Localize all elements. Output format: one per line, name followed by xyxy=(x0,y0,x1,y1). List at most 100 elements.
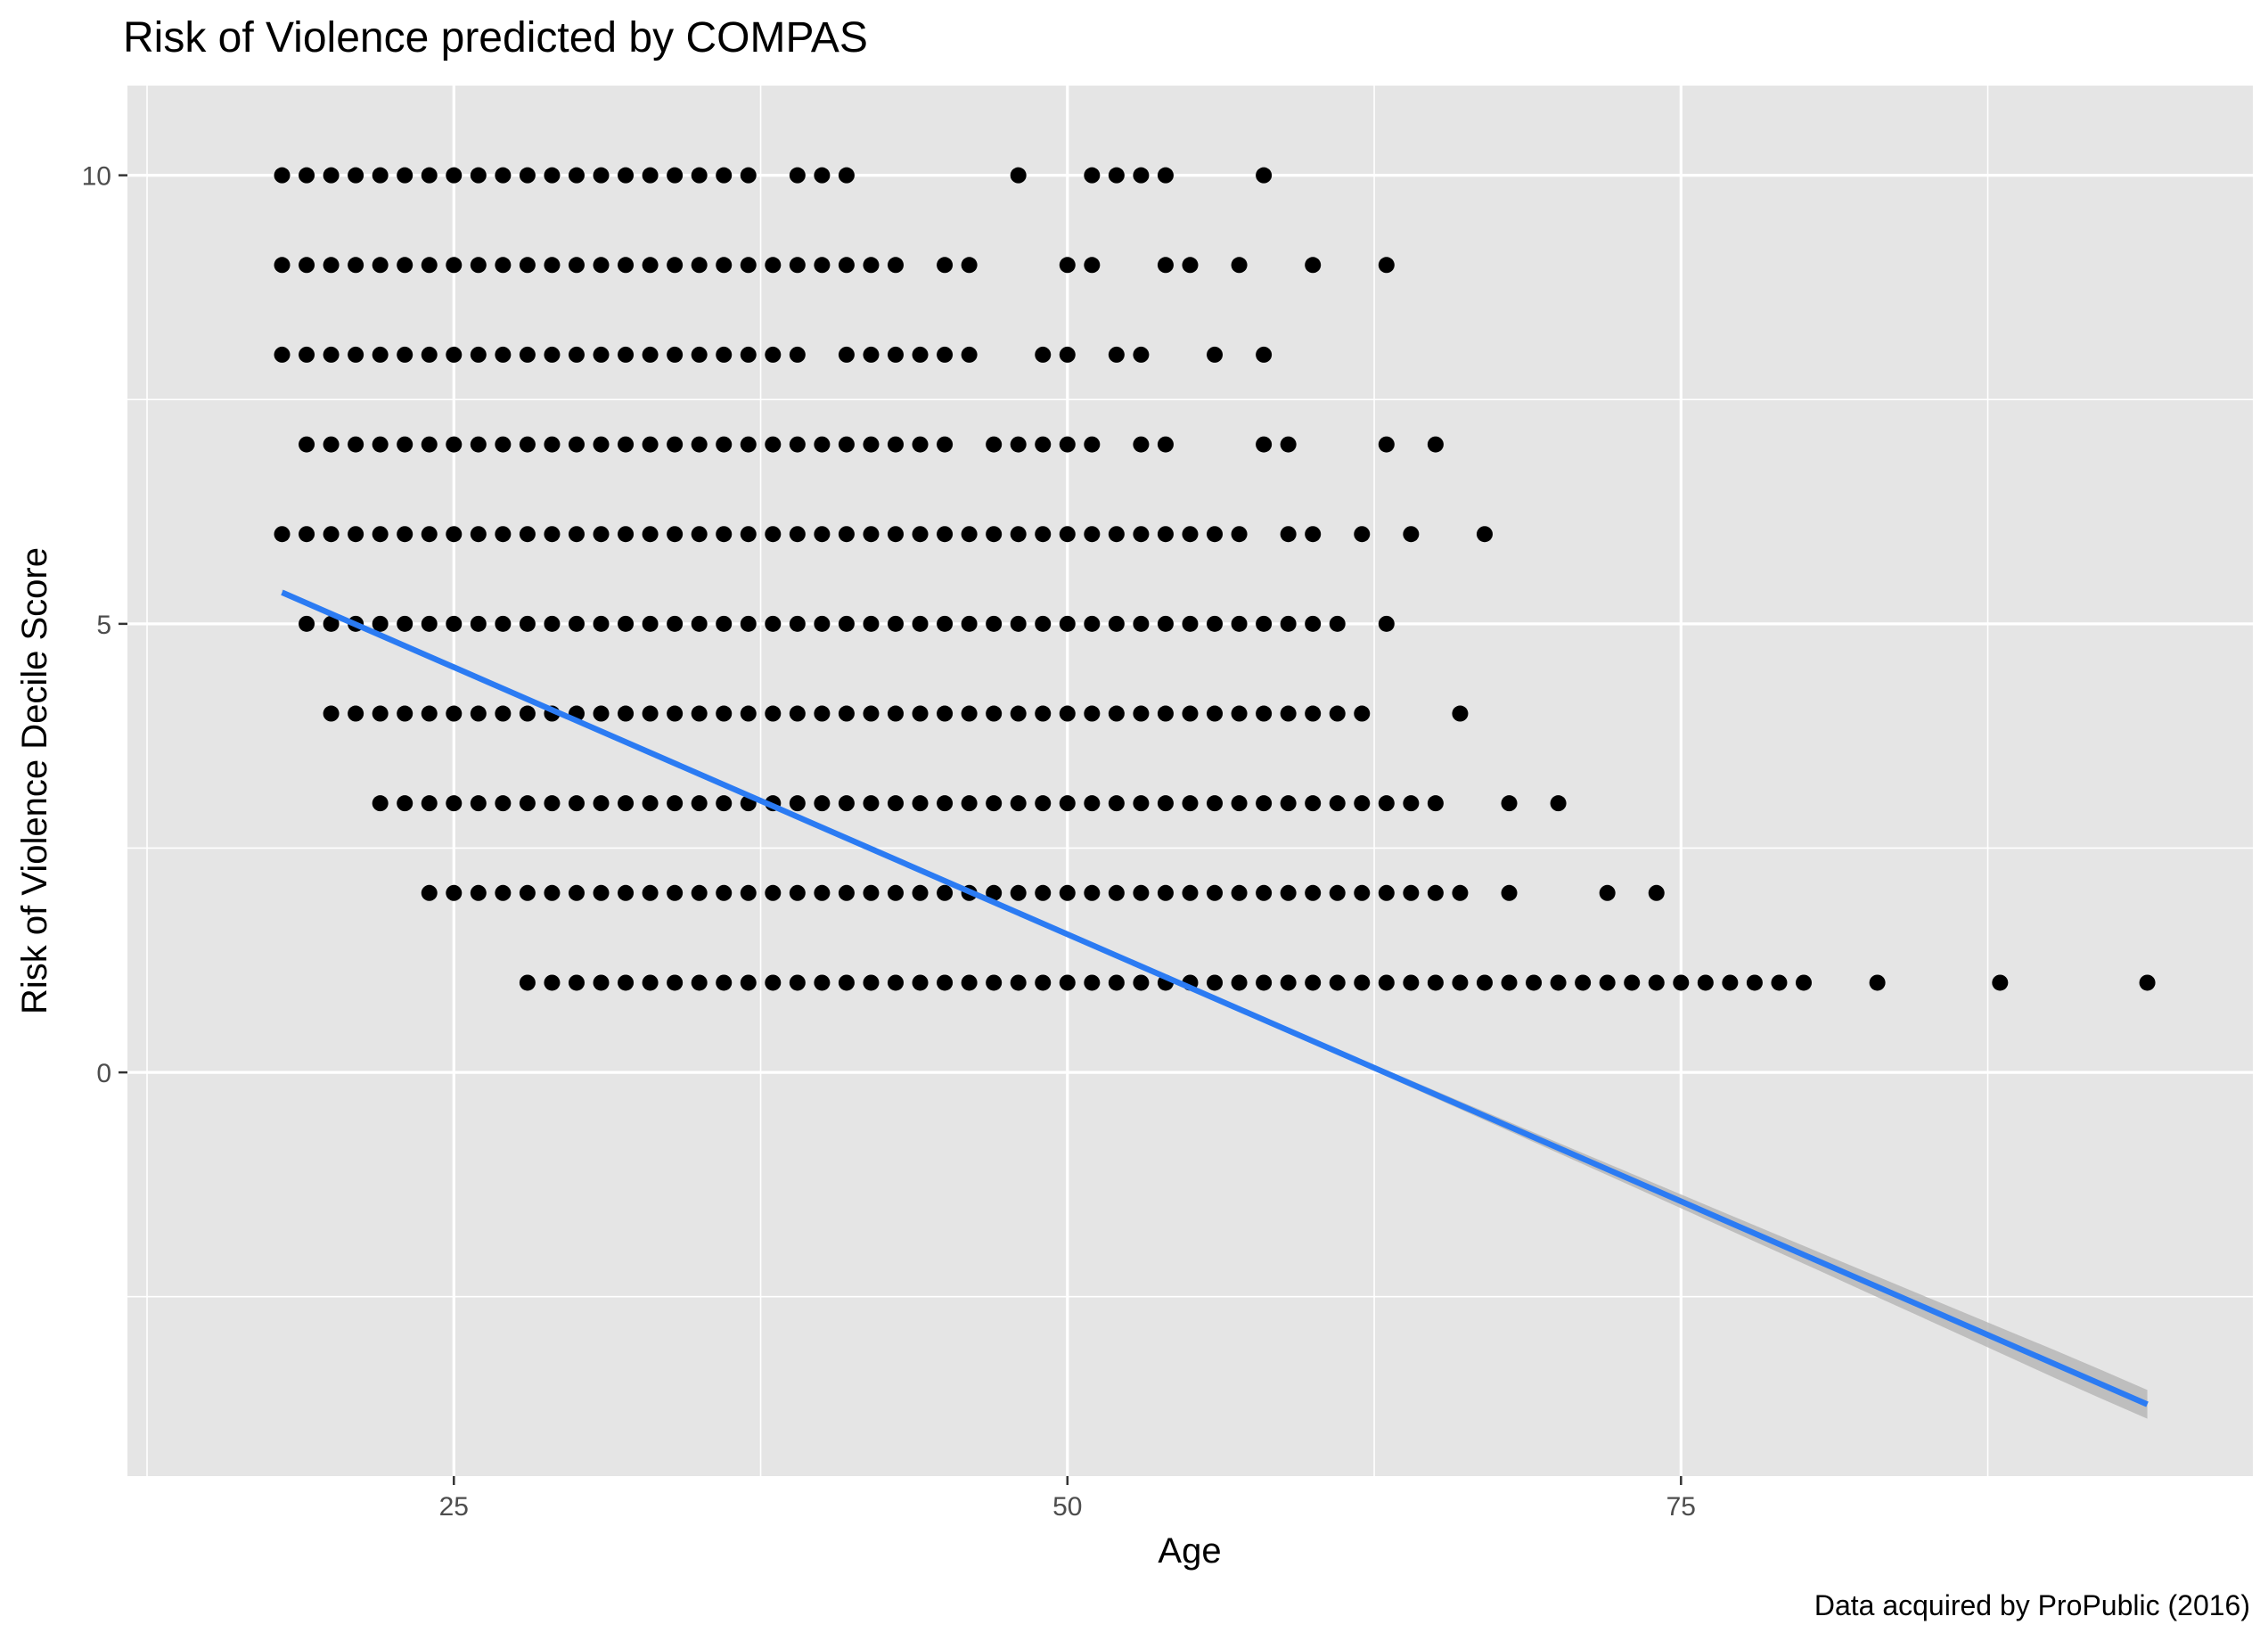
data-point xyxy=(1256,436,1273,453)
data-point xyxy=(667,705,684,722)
data-point xyxy=(544,795,561,812)
data-point xyxy=(618,615,635,632)
data-point xyxy=(814,705,831,722)
data-point xyxy=(470,346,487,363)
data-point xyxy=(1427,436,1444,453)
data-point xyxy=(691,436,708,453)
data-point xyxy=(937,705,954,722)
data-point xyxy=(618,257,635,274)
data-point xyxy=(863,974,880,991)
data-point xyxy=(1108,974,1125,991)
data-point xyxy=(519,346,536,363)
data-point xyxy=(274,526,291,543)
data-point xyxy=(1280,705,1297,722)
data-point xyxy=(716,346,733,363)
data-point xyxy=(667,257,684,274)
data-point xyxy=(519,257,536,274)
data-point xyxy=(740,705,757,722)
data-point xyxy=(568,615,585,632)
data-point xyxy=(618,346,635,363)
data-point xyxy=(1182,884,1199,901)
data-point xyxy=(1182,705,1199,722)
data-point xyxy=(1648,974,1665,991)
data-point xyxy=(1108,884,1125,901)
data-point xyxy=(593,257,610,274)
data-point xyxy=(1108,526,1125,543)
data-point xyxy=(348,257,364,274)
data-point xyxy=(446,526,463,543)
data-point xyxy=(1526,974,1543,991)
data-point xyxy=(1280,795,1297,812)
data-point xyxy=(1305,615,1322,632)
data-point xyxy=(299,436,315,453)
data-point xyxy=(593,884,610,901)
data-point xyxy=(1575,974,1592,991)
data-point xyxy=(1207,346,1224,363)
chart-title: Risk of Violence predicted by COMPAS xyxy=(123,14,868,62)
data-point xyxy=(1624,974,1641,991)
data-point xyxy=(937,795,954,812)
data-point xyxy=(1207,615,1224,632)
data-point xyxy=(642,346,659,363)
data-point xyxy=(1329,705,1346,722)
data-point xyxy=(667,436,684,453)
data-point xyxy=(1010,974,1027,991)
data-point xyxy=(1280,884,1297,901)
x-axis-title: Age xyxy=(1158,1531,1221,1571)
data-point xyxy=(1476,974,1493,991)
data-point xyxy=(1059,257,1076,274)
data-point xyxy=(495,884,512,901)
data-point xyxy=(838,795,855,812)
data-point xyxy=(814,526,831,543)
data-point xyxy=(1133,884,1150,901)
data-point xyxy=(397,795,413,812)
data-point xyxy=(1133,795,1150,812)
data-point xyxy=(1256,974,1273,991)
data-point xyxy=(593,705,610,722)
data-point xyxy=(1329,974,1346,991)
data-point xyxy=(519,705,536,722)
data-point xyxy=(642,257,659,274)
data-point xyxy=(495,795,512,812)
data-point xyxy=(838,615,855,632)
data-point xyxy=(1108,615,1125,632)
data-point xyxy=(519,526,536,543)
y-axis-title: Risk of Violence Decile Score xyxy=(15,547,54,1014)
data-point xyxy=(1697,974,1714,991)
data-point xyxy=(642,974,659,991)
data-point xyxy=(1157,526,1174,543)
data-point xyxy=(495,257,512,274)
data-point xyxy=(1329,615,1346,632)
data-point xyxy=(593,167,610,184)
data-point xyxy=(323,436,340,453)
data-point xyxy=(937,436,954,453)
data-point xyxy=(1157,615,1174,632)
data-point xyxy=(642,615,659,632)
data-point xyxy=(323,705,340,722)
data-point xyxy=(544,615,561,632)
data-point xyxy=(912,615,929,632)
data-point xyxy=(1305,526,1322,543)
data-point xyxy=(961,705,978,722)
data-point xyxy=(397,257,413,274)
data-point xyxy=(1452,705,1469,722)
data-point xyxy=(470,436,487,453)
data-point xyxy=(1059,526,1076,543)
data-point xyxy=(789,615,806,632)
data-point xyxy=(1084,526,1101,543)
data-point xyxy=(1035,795,1052,812)
data-point xyxy=(1256,167,1273,184)
data-point xyxy=(1231,795,1248,812)
data-point xyxy=(765,436,782,453)
data-point xyxy=(274,167,291,184)
data-point xyxy=(299,526,315,543)
data-point xyxy=(1035,436,1052,453)
data-point xyxy=(568,346,585,363)
x-tick-label: 50 xyxy=(1052,1492,1082,1522)
data-point xyxy=(544,257,561,274)
x-tick-label: 25 xyxy=(439,1492,469,1522)
data-point xyxy=(446,436,463,453)
data-point xyxy=(1378,436,1395,453)
data-point xyxy=(1280,526,1297,543)
